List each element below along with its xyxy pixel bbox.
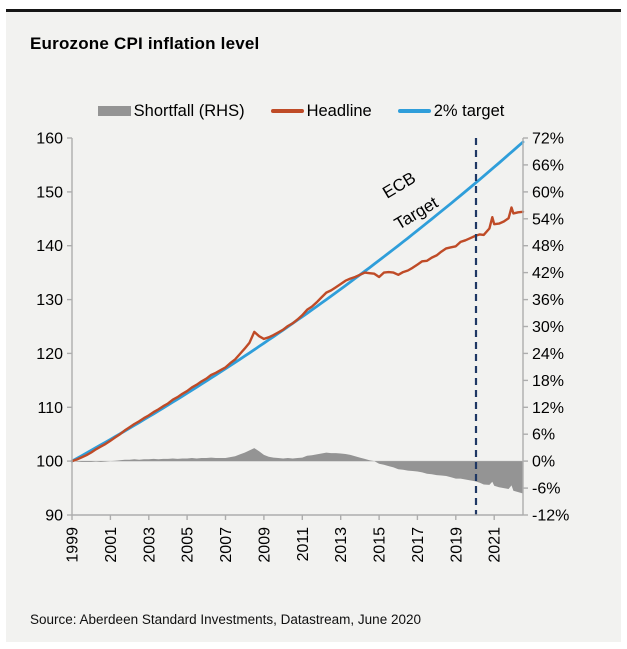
right-axis-label: 36% xyxy=(532,292,564,309)
right-axis-label: 6% xyxy=(532,427,555,444)
left-axis-label: 100 xyxy=(36,454,63,471)
chart-legend: Shortfall (RHS) Headline 2% target xyxy=(66,98,536,124)
shortfall-area xyxy=(72,448,523,494)
x-axis-label: 2001 xyxy=(103,527,120,563)
left-axis-label: 150 xyxy=(36,184,63,201)
target-line xyxy=(70,140,525,463)
left-axis-label: 130 xyxy=(36,292,63,309)
left-axis-label: 160 xyxy=(36,131,63,148)
x-axis-label: 2009 xyxy=(256,527,273,563)
headline-line xyxy=(70,206,525,463)
right-axis-label: 24% xyxy=(532,346,564,363)
legend-item-shortfall-rhs: Shortfall (RHS) xyxy=(97,101,245,121)
legend-label: Headline xyxy=(306,101,372,120)
right-axis-label: 30% xyxy=(532,319,564,336)
x-axis-label: 2017 xyxy=(410,527,427,563)
legend-item-2-target: 2% target xyxy=(397,101,505,121)
source-text: Source: Aberdeen Standard Investments, D… xyxy=(30,612,421,627)
x-axis-label: 1999 xyxy=(65,527,82,563)
right-axis-label: 66% xyxy=(532,157,564,174)
right-axis-label: -12% xyxy=(532,508,569,525)
right-axis-label: 18% xyxy=(532,373,564,390)
right-axis-label: -6% xyxy=(532,481,560,498)
legend-item-headline: Headline xyxy=(270,101,372,121)
shortfall-rhs-swatch-icon xyxy=(97,106,131,116)
x-axis-label: 2015 xyxy=(372,527,389,563)
x-axis-label: 2005 xyxy=(180,527,197,563)
right-axis-label: 12% xyxy=(532,400,564,417)
right-axis-label: 48% xyxy=(532,238,564,255)
ecb-target-annotation: Target xyxy=(391,193,442,234)
right-axis-label: 72% xyxy=(532,131,564,148)
right-axis-label: 60% xyxy=(532,184,564,201)
left-axis-label: 90 xyxy=(45,508,63,525)
legend-label: Shortfall (RHS) xyxy=(133,101,245,120)
right-axis-label: 54% xyxy=(532,211,564,228)
right-axis-label: 0% xyxy=(532,454,555,471)
cpi-chart: 160 150 140 130 120 110 100 90 72% 66% 60% 54% 48% 42… xyxy=(36,131,569,563)
page-title: Eurozone CPI inflation level xyxy=(30,34,260,53)
legend-label: 2% target xyxy=(433,101,505,120)
left-axis-label: 110 xyxy=(37,400,63,417)
x-axis-label: 2021 xyxy=(487,527,504,563)
2-target-swatch-icon xyxy=(397,109,431,113)
top-rule xyxy=(6,9,621,12)
x-axis-label: 2013 xyxy=(333,527,350,563)
x-axis-label: 2019 xyxy=(448,527,465,563)
ecb-target-annotation: ECB xyxy=(379,168,419,202)
left-axis-label: 140 xyxy=(36,238,63,255)
x-axis-label: 2003 xyxy=(141,527,158,563)
x-axis-label: 2011 xyxy=(295,527,312,562)
left-axis-label: 120 xyxy=(36,346,63,363)
x-axis-label: 2007 xyxy=(218,527,235,563)
headline-swatch-icon xyxy=(270,109,304,113)
right-axis-label: 42% xyxy=(532,265,564,282)
chart-card: Eurozone CPI inflation level Shortfall (… xyxy=(6,12,621,642)
